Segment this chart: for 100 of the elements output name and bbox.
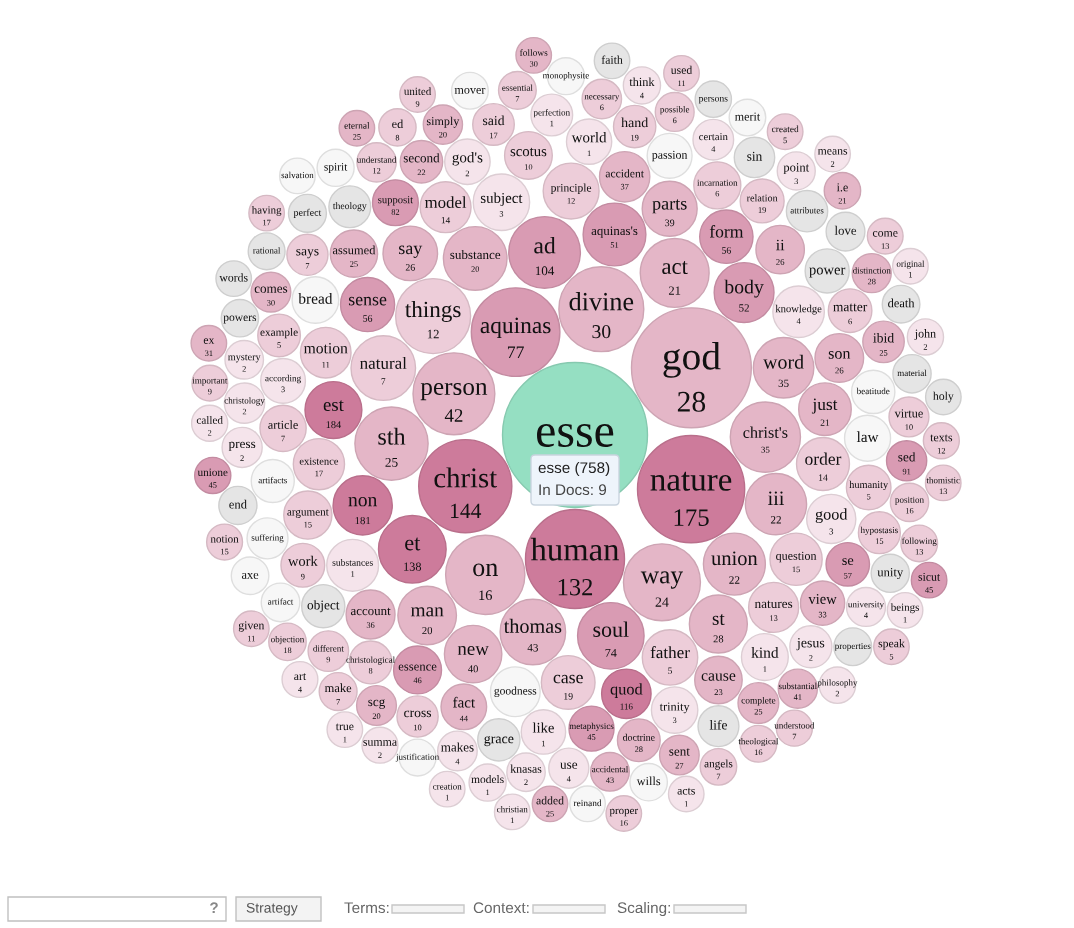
category-label: necessary bbox=[584, 95, 620, 102]
category-label: salvation bbox=[281, 171, 314, 179]
data-label: 14 bbox=[441, 217, 451, 224]
category-label: i.e bbox=[836, 183, 848, 192]
data-label: 11 bbox=[322, 361, 330, 368]
text: ? bbox=[210, 902, 218, 913]
category-label: essential bbox=[502, 84, 533, 91]
category-label: christ's bbox=[743, 426, 788, 438]
data-label: 28 bbox=[677, 391, 706, 412]
data-label: 8 bbox=[395, 134, 400, 141]
category-label: account bbox=[350, 607, 391, 616]
data-label: 25 bbox=[385, 457, 398, 467]
data-label: 10 bbox=[414, 724, 422, 731]
category-label: created bbox=[771, 125, 799, 133]
category-label: power bbox=[809, 267, 846, 278]
data-label: 184 bbox=[326, 421, 342, 429]
category-label: ii bbox=[776, 239, 785, 251]
category-label: beatitude bbox=[856, 387, 890, 395]
data-label: 104 bbox=[535, 266, 555, 276]
category-label: beings bbox=[890, 603, 919, 614]
data-label: 2 bbox=[835, 690, 840, 697]
data-label: 91 bbox=[902, 468, 911, 475]
data-label: 2 bbox=[830, 161, 835, 167]
data-label: 22 bbox=[417, 169, 426, 176]
data-label: 51 bbox=[610, 242, 619, 248]
category-label: union bbox=[711, 551, 758, 566]
category-label: point bbox=[783, 163, 810, 175]
category-label: words bbox=[219, 273, 248, 282]
data-label: 4 bbox=[298, 686, 302, 693]
category-label: important bbox=[192, 377, 228, 386]
category-label: aquinas's bbox=[591, 226, 638, 238]
text: Context: bbox=[473, 902, 529, 914]
category-label: existence bbox=[299, 457, 339, 465]
text: esse (758) bbox=[538, 461, 610, 477]
category-label: added bbox=[536, 796, 564, 805]
data-label: 56 bbox=[722, 247, 731, 254]
category-label: texts bbox=[930, 434, 953, 442]
category-label: objection bbox=[271, 635, 305, 645]
category-label: holy bbox=[933, 391, 954, 403]
category-label: merit bbox=[734, 112, 761, 121]
category-label: complete bbox=[741, 696, 776, 706]
category-label: follows bbox=[519, 49, 548, 56]
category-label: certain bbox=[699, 133, 728, 141]
data-label: 1 bbox=[343, 736, 347, 743]
data-label: 7 bbox=[336, 699, 340, 705]
data-label: 2 bbox=[524, 779, 528, 785]
category-label: distinction bbox=[853, 267, 891, 274]
category-label: nature bbox=[650, 471, 732, 491]
category-label: law bbox=[856, 431, 879, 443]
data-label: 116 bbox=[620, 703, 633, 710]
category-label: philosophy bbox=[817, 679, 858, 688]
category-label: person bbox=[420, 382, 488, 401]
category-label: knowledge bbox=[775, 304, 822, 315]
category-label: unione bbox=[197, 468, 228, 476]
category-label: cross bbox=[404, 710, 432, 718]
category-label: cause bbox=[701, 673, 736, 681]
data-label: 16 bbox=[754, 749, 763, 756]
category-label: christian bbox=[497, 806, 528, 813]
category-label: spirit bbox=[324, 163, 348, 173]
data-label: 6 bbox=[715, 190, 720, 197]
data-label: 1 bbox=[542, 740, 546, 747]
category-label: sed bbox=[898, 452, 916, 462]
category-label: means bbox=[817, 149, 848, 155]
category-label: axe bbox=[241, 572, 259, 579]
data-label: 27 bbox=[675, 762, 684, 769]
category-label: subject bbox=[480, 192, 523, 207]
category-label: st bbox=[712, 613, 725, 625]
category-label: goodness bbox=[494, 686, 537, 698]
category-label: scg bbox=[368, 699, 386, 709]
data-label: 26 bbox=[776, 259, 785, 265]
data-label: 1 bbox=[909, 271, 913, 278]
category-label: soul bbox=[593, 621, 629, 637]
data-label: 13 bbox=[881, 243, 890, 249]
data-label: 57 bbox=[844, 572, 852, 579]
data-label: 4 bbox=[455, 758, 460, 765]
data-label: 4 bbox=[566, 776, 571, 782]
data-label: 43 bbox=[605, 777, 614, 783]
category-label: scotus bbox=[510, 147, 547, 157]
category-label: father bbox=[650, 646, 690, 659]
data-label: 6 bbox=[848, 318, 852, 325]
category-label: think bbox=[629, 77, 655, 87]
category-label: come bbox=[872, 231, 898, 237]
category-label: said bbox=[483, 115, 505, 126]
data-label: 2 bbox=[240, 455, 244, 461]
category-label: press bbox=[228, 441, 256, 451]
data-label: 1 bbox=[351, 571, 355, 577]
data-label: 7 bbox=[381, 378, 386, 385]
category-label: hypostasis bbox=[860, 526, 898, 536]
category-label: grace bbox=[484, 736, 514, 747]
category-label: aquinas bbox=[480, 317, 551, 339]
category-label: doctrine bbox=[622, 733, 655, 741]
data-label: 7 bbox=[515, 96, 520, 102]
category-label: according bbox=[265, 374, 302, 384]
data-label: 5 bbox=[668, 667, 672, 674]
category-label: act bbox=[662, 261, 688, 275]
data-label: 15 bbox=[875, 538, 884, 544]
data-label: 25 bbox=[879, 350, 888, 356]
category-label: understand bbox=[356, 156, 397, 163]
category-label: models bbox=[471, 775, 504, 784]
data-label: 17 bbox=[315, 470, 323, 477]
